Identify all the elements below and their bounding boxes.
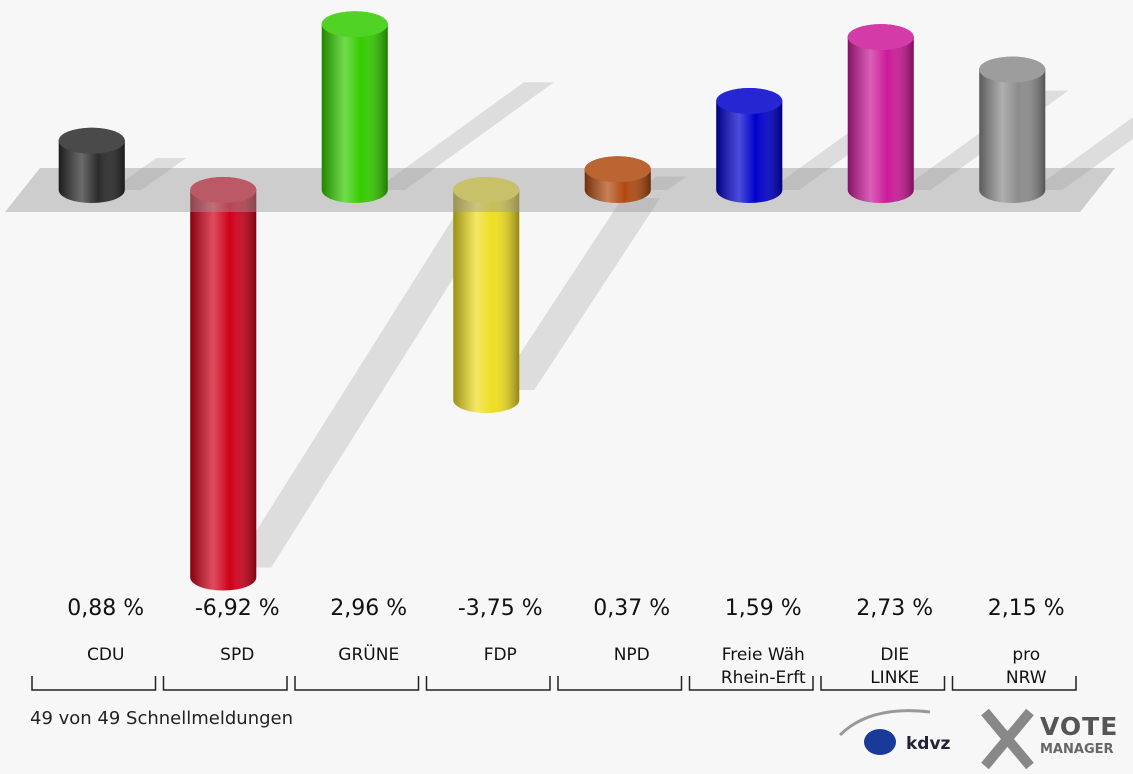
bar-shading	[979, 56, 1046, 203]
shadow	[111, 157, 187, 190]
value-label: 2,96 %	[330, 596, 408, 621]
bar-cap-shading	[58, 127, 125, 154]
bar-cap-shading	[321, 11, 388, 38]
shadow	[1032, 117, 1133, 190]
bar-cap-shading	[979, 56, 1046, 83]
value-label: 2,73 %	[856, 596, 934, 621]
logo-text: VOTE	[1040, 712, 1119, 741]
bar-cap-shading	[847, 24, 914, 51]
bar-cap	[847, 24, 914, 51]
bracket	[820, 676, 946, 691]
bracket	[425, 676, 551, 691]
category-label: GRÜNE	[338, 645, 400, 665]
logo-text: MANAGER	[1040, 742, 1114, 757]
category-label: pro NRW	[1005, 645, 1047, 688]
shadow	[374, 82, 554, 190]
bar-cap-shading	[716, 87, 783, 114]
shadow	[496, 198, 661, 390]
bar-shading	[190, 177, 257, 591]
bar-cap	[190, 177, 257, 203]
bar-cap-shading	[190, 177, 257, 203]
bracket	[951, 676, 1077, 691]
bar-shading	[321, 11, 388, 203]
bar-cap	[716, 87, 783, 114]
value-label: 2,15 %	[987, 596, 1065, 621]
bar-cap-shading	[584, 156, 651, 183]
footer: 49 von 49 Schnellmeldungen	[30, 708, 294, 729]
bracket	[688, 676, 814, 691]
bar-cap	[58, 127, 125, 154]
logo-swoosh	[838, 709, 931, 737]
logo-x	[981, 708, 1034, 770]
value-label: -6,92 %	[194, 596, 280, 621]
category-label: CDU	[87, 645, 125, 665]
bar-shading	[453, 177, 520, 413]
bracket	[557, 676, 683, 691]
bar-cap	[453, 177, 520, 203]
value-label: 0,88 %	[67, 596, 145, 621]
value-label: 0,37 %	[593, 596, 671, 621]
bar-shading	[847, 24, 914, 204]
base-plane	[5, 168, 1115, 212]
bar-cap	[979, 56, 1046, 83]
category-label: SPD	[220, 645, 255, 665]
value-label: -3,75 %	[457, 596, 543, 621]
bracket	[294, 676, 420, 691]
logo-globe	[864, 729, 896, 755]
value-label: 1,59 %	[724, 596, 802, 621]
bar-cap	[321, 11, 388, 38]
bar-cap-shading	[453, 177, 520, 203]
category-label: NPD	[613, 645, 650, 665]
bracket	[31, 676, 157, 691]
logo-text: kdvz	[906, 734, 951, 754]
category-label: Freie Wäh Rhein-Erft	[720, 645, 806, 688]
bar-cap	[584, 156, 651, 183]
bracket	[162, 676, 288, 691]
shadow	[233, 198, 504, 568]
category-label: DIE LINKE	[870, 645, 920, 688]
bar-shading	[716, 87, 783, 203]
category-label: FDP	[483, 645, 517, 665]
